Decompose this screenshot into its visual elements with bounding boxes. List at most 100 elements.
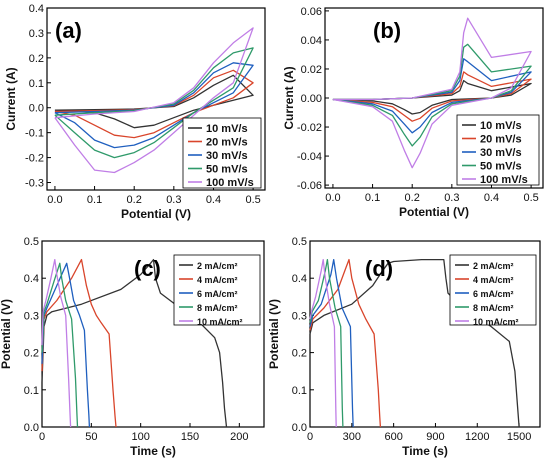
x-tick-label: 600 xyxy=(384,431,402,443)
y-tick-label: 0.4 xyxy=(29,3,44,15)
y-tick-label: 0.2 xyxy=(292,348,307,360)
y-tick-label: 0.5 xyxy=(292,236,307,248)
panel-b: 0.0 0.1 0.2 0.3 0.4 0.5 -0.06 -0.04 -0.02 0.00 0.0… xyxy=(282,6,544,219)
panel-a: 0.0 0.1 0.2 0.3 0.4 0.5 -0.3 -0.2 -0.1 0.0 0.1 0.2 0… xyxy=(4,3,266,221)
series-line-3 xyxy=(309,258,354,428)
x-tick-label: 0 xyxy=(39,431,45,443)
legend-label-4: 8 mA/cm² xyxy=(197,303,238,313)
legend-label-5: 10 mA/cm² xyxy=(473,317,519,327)
y-tick-label: -0.02 xyxy=(297,122,322,134)
x-axis-label: Time (s) xyxy=(130,444,176,458)
y-tick-label: -0.3 xyxy=(25,178,44,190)
x-tick-label: 100 xyxy=(131,431,149,443)
series-line-3 xyxy=(54,62,254,149)
x-tick-label: 900 xyxy=(426,431,444,443)
series-line-1 xyxy=(332,79,532,115)
y-tick-label: 0.06 xyxy=(301,6,322,18)
y-tick-label: -0.06 xyxy=(297,180,322,192)
y-tick-label: 0.3 xyxy=(292,310,307,322)
legend-box xyxy=(182,117,262,189)
x-axis-label: Potential (V) xyxy=(399,205,469,219)
y-tick-label: 0.02 xyxy=(301,64,322,76)
legend-box xyxy=(173,254,261,326)
legend-label-3: 30 mV/s xyxy=(480,147,522,159)
y-tick-label: 0.4 xyxy=(24,273,39,285)
panel-label: (d) xyxy=(365,256,393,281)
series-line-1 xyxy=(41,258,228,428)
x-tick-label: 0.1 xyxy=(365,192,380,204)
panel-label: (a) xyxy=(55,18,82,43)
y-tick-label: 0.2 xyxy=(24,348,39,360)
series-line-5 xyxy=(309,258,337,428)
legend-label-3: 6 mA/cm² xyxy=(473,289,514,299)
series-line-2 xyxy=(309,258,382,428)
x-tick-label: 0.4 xyxy=(484,192,499,204)
y-tick-label: 0.0 xyxy=(24,422,39,434)
x-tick-label: 0.4 xyxy=(206,194,221,206)
plot-frame xyxy=(46,7,266,191)
x-tick-label: 0.2 xyxy=(405,192,420,204)
x-axis-label: Time (s) xyxy=(402,444,448,458)
legend-label-4: 50 mV/s xyxy=(480,161,522,173)
x-tick-label: 200 xyxy=(230,431,248,443)
x-tick-label: 0.0 xyxy=(325,192,340,204)
y-tick-label: -0.1 xyxy=(25,128,44,140)
y-tick-label: 0.1 xyxy=(292,385,307,397)
series-line-5 xyxy=(54,27,254,174)
series-line-1 xyxy=(309,258,520,428)
y-tick-label: 0.2 xyxy=(29,53,44,65)
legend-box xyxy=(449,254,537,326)
y-axis-label: Potential (V) xyxy=(267,299,281,369)
y-tick-label: 0.1 xyxy=(29,78,44,90)
series-line-4 xyxy=(41,262,79,428)
y-tick-label: 0.00 xyxy=(301,93,322,105)
y-axis-label: Current (A) xyxy=(4,67,18,130)
x-tick-label: 1200 xyxy=(465,431,489,443)
y-tick-label: 0.1 xyxy=(24,385,39,397)
legend-label-3: 6 mA/cm² xyxy=(197,289,238,299)
series-line-3 xyxy=(41,262,91,428)
panel-label: (b) xyxy=(373,18,401,43)
legend-label-5: 100 mV/s xyxy=(206,177,254,189)
x-tick-label: 1500 xyxy=(507,431,531,443)
series-line-2 xyxy=(332,71,532,122)
x-tick-label: 150 xyxy=(181,431,199,443)
x-tick-label: 50 xyxy=(85,431,97,443)
x-tick-label: 300 xyxy=(343,431,361,443)
legend-label-2: 4 mA/cm² xyxy=(473,275,514,285)
x-tick-label: 0.5 xyxy=(245,194,260,206)
legend-label-2: 4 mA/cm² xyxy=(197,275,238,285)
y-tick-label: 0.3 xyxy=(29,28,44,40)
x-tick-label: 0 xyxy=(307,431,313,443)
legend-label-1: 10 mV/s xyxy=(206,123,248,135)
legend-label-2: 20 mV/s xyxy=(206,137,248,149)
y-tick-label: 0.0 xyxy=(292,422,307,434)
legend-label-5: 10 mA/cm² xyxy=(197,317,243,327)
legend-label-1: 2 mA/cm² xyxy=(197,261,238,271)
y-axis-label: Potential (V) xyxy=(0,299,13,369)
legend-label-2: 20 mV/s xyxy=(480,134,522,146)
y-tick-label: -0.2 xyxy=(25,153,44,165)
series-line-5 xyxy=(332,17,532,169)
x-axis-label: Potential (V) xyxy=(121,207,191,221)
x-tick-label: 0.3 xyxy=(166,194,181,206)
y-tick-label: 0.4 xyxy=(292,273,307,285)
y-tick-label: -0.04 xyxy=(297,151,322,163)
series-line-4 xyxy=(309,258,344,428)
x-tick-label: 0.5 xyxy=(523,192,538,204)
y-tick-label: 0.04 xyxy=(301,35,322,47)
series-line-2 xyxy=(41,258,117,428)
series-line-4 xyxy=(332,43,532,147)
panel-label: (c) xyxy=(134,256,161,281)
legend-label-5: 100 mV/s xyxy=(480,174,528,186)
series-line-5 xyxy=(41,258,72,428)
x-tick-label: 0.0 xyxy=(47,194,62,206)
y-axis-label: Current (A) xyxy=(282,66,296,129)
series-line-4 xyxy=(54,47,254,159)
panel-c: 0 50 100 150 200 0.0 0.1 0.2 0.3 0.4 0.5 Time (s) Po… xyxy=(0,236,265,458)
legend-label-3: 30 mV/s xyxy=(206,150,248,162)
x-tick-label: 0.2 xyxy=(127,194,142,206)
legend-label-4: 50 mV/s xyxy=(206,164,248,176)
y-tick-label: 0.3 xyxy=(24,310,39,322)
